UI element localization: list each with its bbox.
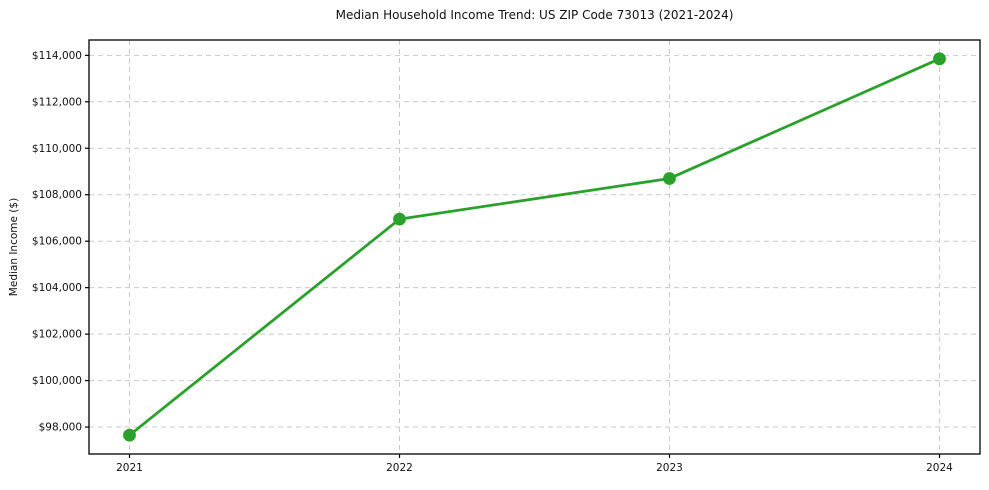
y-tick-label: $110,000 xyxy=(32,143,82,155)
chart-title: Median Household Income Trend: US ZIP Co… xyxy=(335,8,734,22)
x-tick-label: 2022 xyxy=(386,462,413,474)
y-tick-label: $102,000 xyxy=(32,329,82,341)
x-tick-label: 2023 xyxy=(656,462,683,474)
data-point-marker xyxy=(123,428,136,442)
y-tick-label: $108,000 xyxy=(32,189,82,201)
plot-border xyxy=(88,39,981,455)
data-point-marker xyxy=(663,172,676,185)
x-tick-label: 2021 xyxy=(116,462,143,474)
data-point-marker xyxy=(393,212,406,226)
x-tick-label: 2024 xyxy=(926,462,953,474)
y-tick-label: $112,000 xyxy=(32,96,82,108)
y-tick-label: $98,000 xyxy=(39,422,82,434)
y-tick-label: $104,000 xyxy=(32,282,82,294)
data-point-marker xyxy=(933,52,946,66)
trend-line xyxy=(128,57,941,437)
y-tick-label: $100,000 xyxy=(32,375,82,387)
y-tick-label: $106,000 xyxy=(32,236,82,248)
y-tick-label: $114,000 xyxy=(32,50,82,62)
